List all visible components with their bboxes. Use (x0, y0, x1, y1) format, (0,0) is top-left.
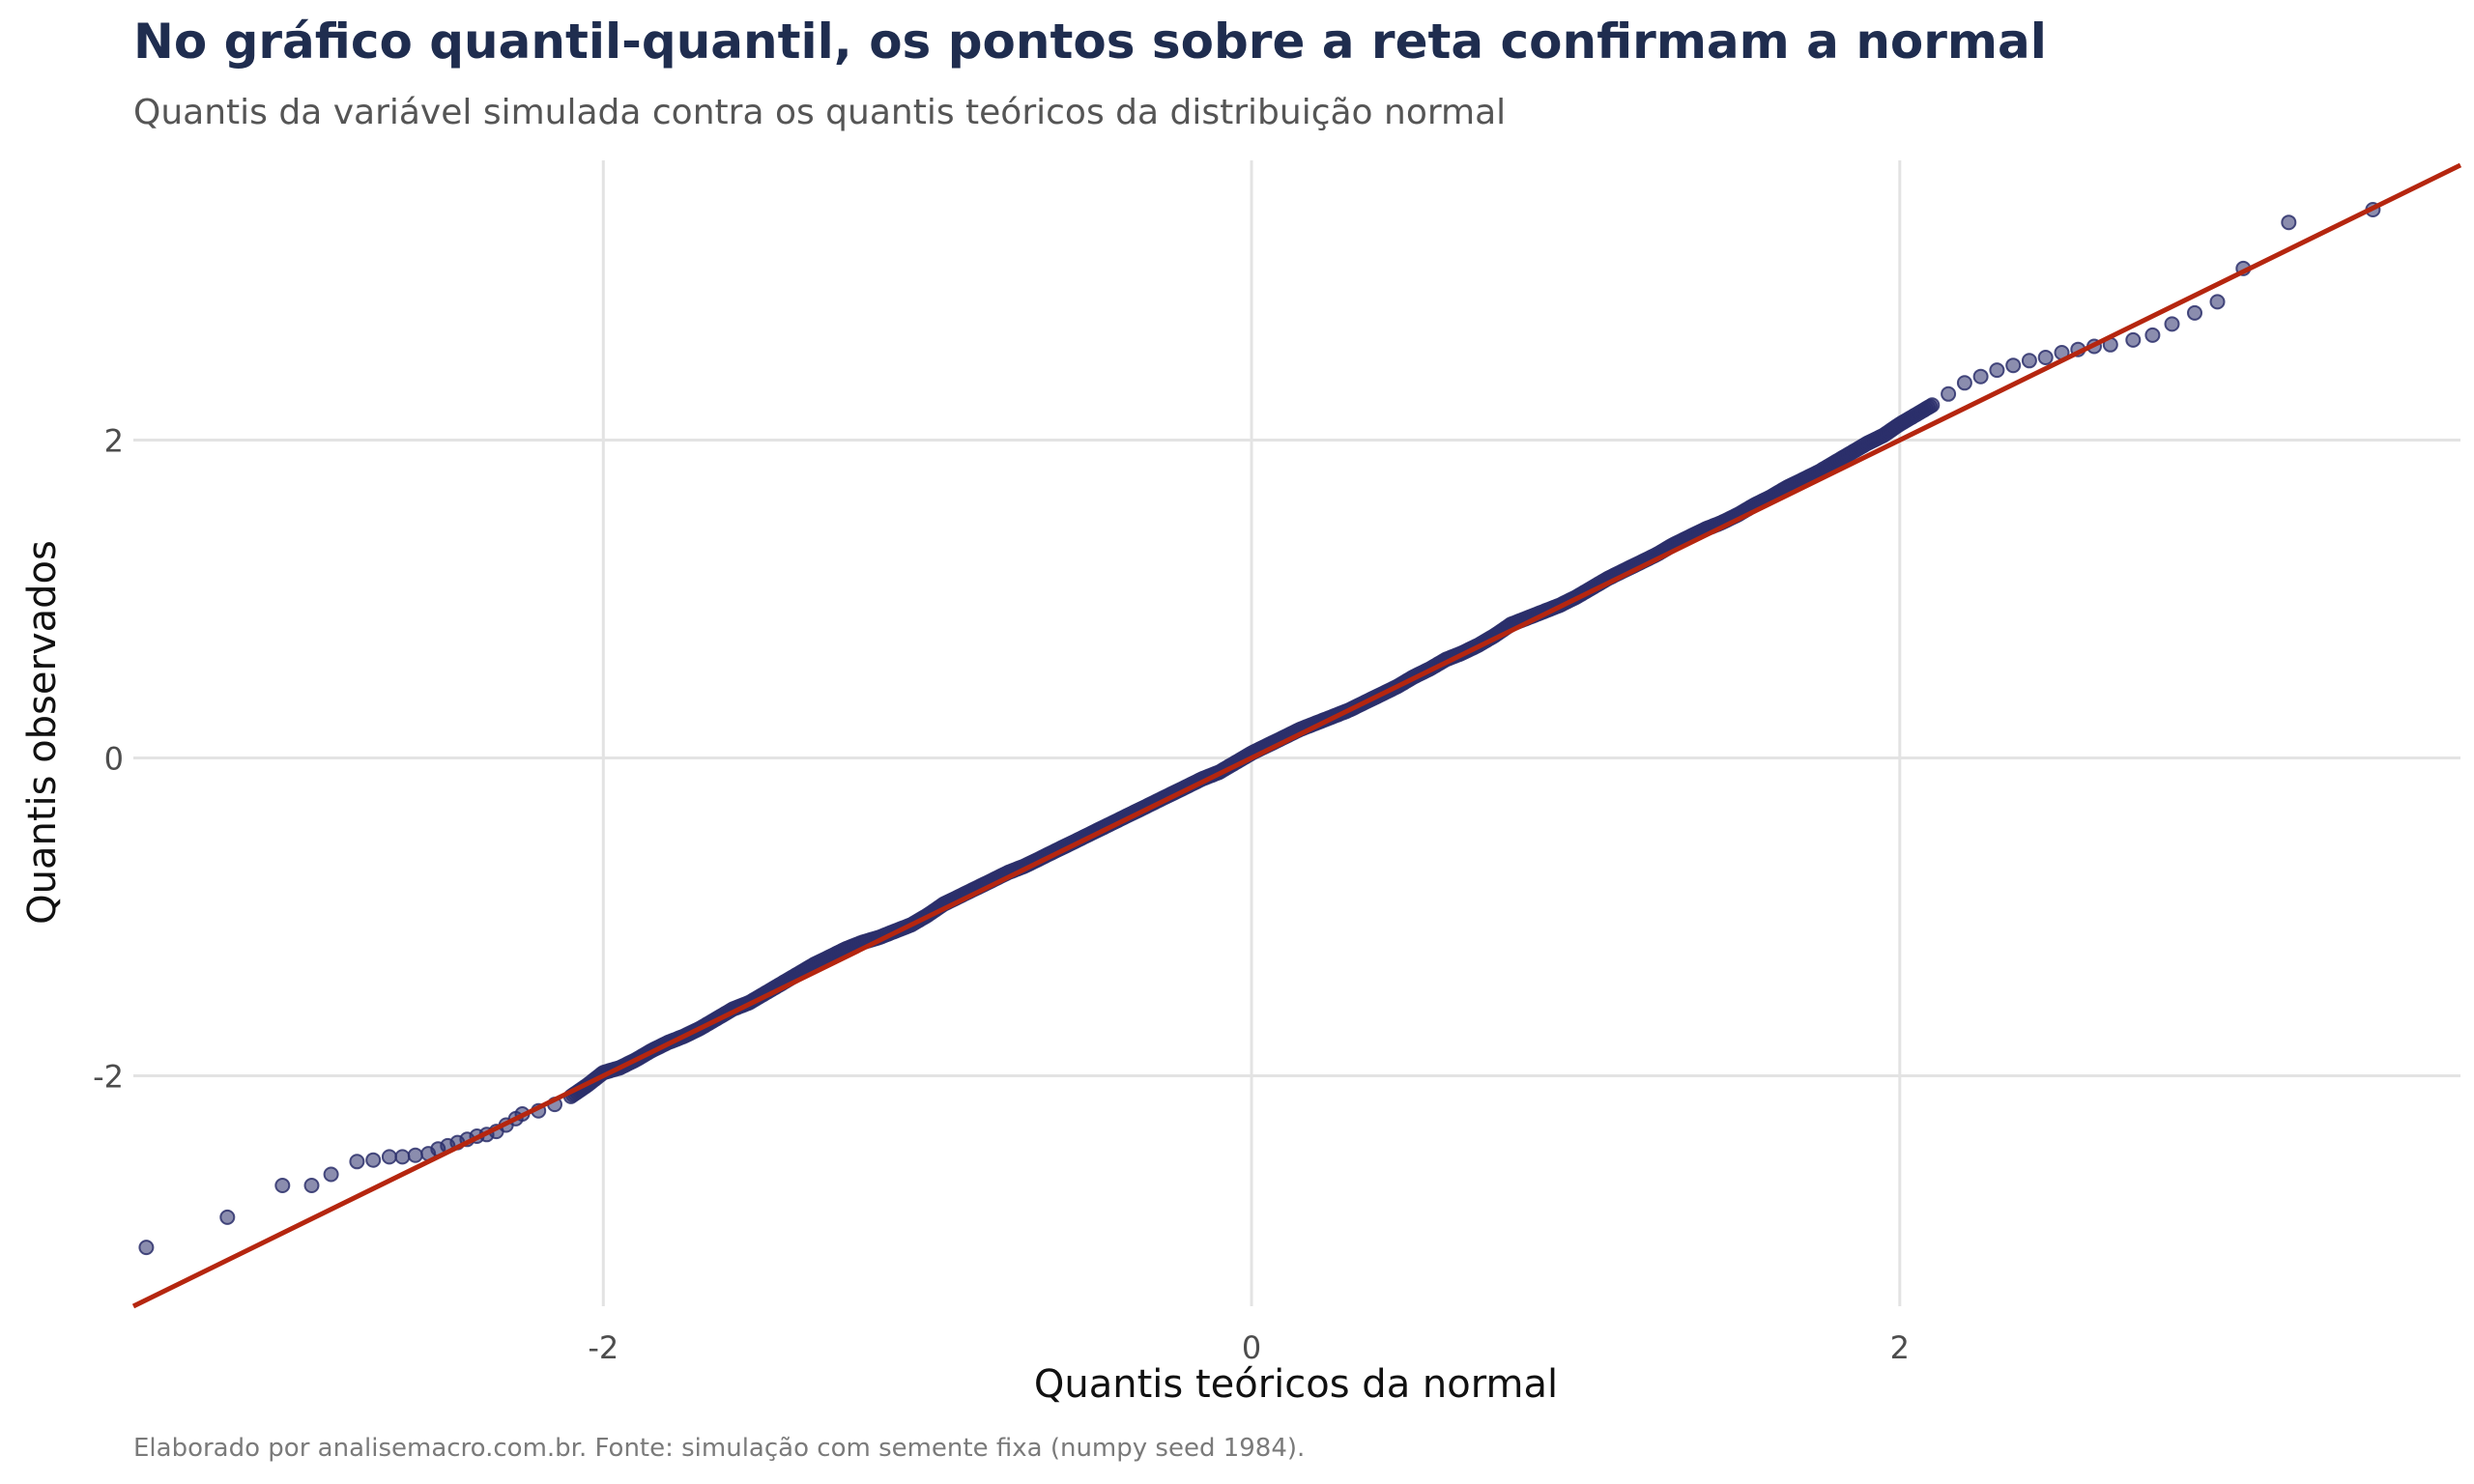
qq-point (2281, 214, 2297, 231)
qq-point (1989, 362, 2005, 379)
qq-point (2125, 331, 2142, 348)
x-axis-label: Quantis teóricos da normal (1033, 1362, 1559, 1407)
qq-point (219, 1209, 236, 1225)
tick-labels: -2 0 2 -2 0 2 (93, 423, 1910, 1366)
reference-line-group (131, 162, 2462, 1309)
y-tick-label: -2 (93, 1058, 124, 1095)
qq-point (2209, 294, 2226, 310)
qq-point (2144, 327, 2161, 343)
chart-subtitle: Quantis da variável simulada contra os q… (133, 93, 1507, 132)
qq-point (303, 1178, 320, 1193)
qq-point (1972, 368, 1989, 385)
qq-point (138, 1240, 155, 1256)
qq-point (381, 1149, 397, 1165)
quantile-points (138, 202, 2381, 1256)
qq-point (2164, 316, 2180, 332)
y-axis-label: Quantis observados (20, 540, 65, 925)
x-tick-label: 0 (1242, 1329, 1261, 1366)
y-tick-label: 0 (104, 740, 124, 777)
x-tick-label: -2 (588, 1329, 618, 1366)
qq-point (2187, 304, 2202, 321)
qq-point (1941, 385, 1957, 402)
qq-point (407, 1147, 423, 1163)
qq-point (323, 1166, 339, 1183)
qq-point (1956, 375, 1972, 391)
qq-point (2021, 353, 2037, 369)
qq-point (394, 1149, 411, 1165)
reference-line (131, 162, 2462, 1309)
qq-point (365, 1152, 382, 1168)
qq-point (274, 1178, 291, 1193)
qq-point (1924, 397, 1941, 414)
y-tick-label: 2 (104, 423, 124, 460)
qq-point (2037, 350, 2054, 365)
qq-point (349, 1154, 365, 1170)
chart-title: No gráfico quantil-quantil, os pontos so… (133, 14, 2047, 70)
chart-caption: Elaborado por analisemacro.com.br. Fonte… (133, 1434, 1306, 1463)
qq-point (2005, 357, 2022, 374)
x-tick-label: 2 (1890, 1329, 1910, 1366)
grid (133, 160, 2460, 1306)
